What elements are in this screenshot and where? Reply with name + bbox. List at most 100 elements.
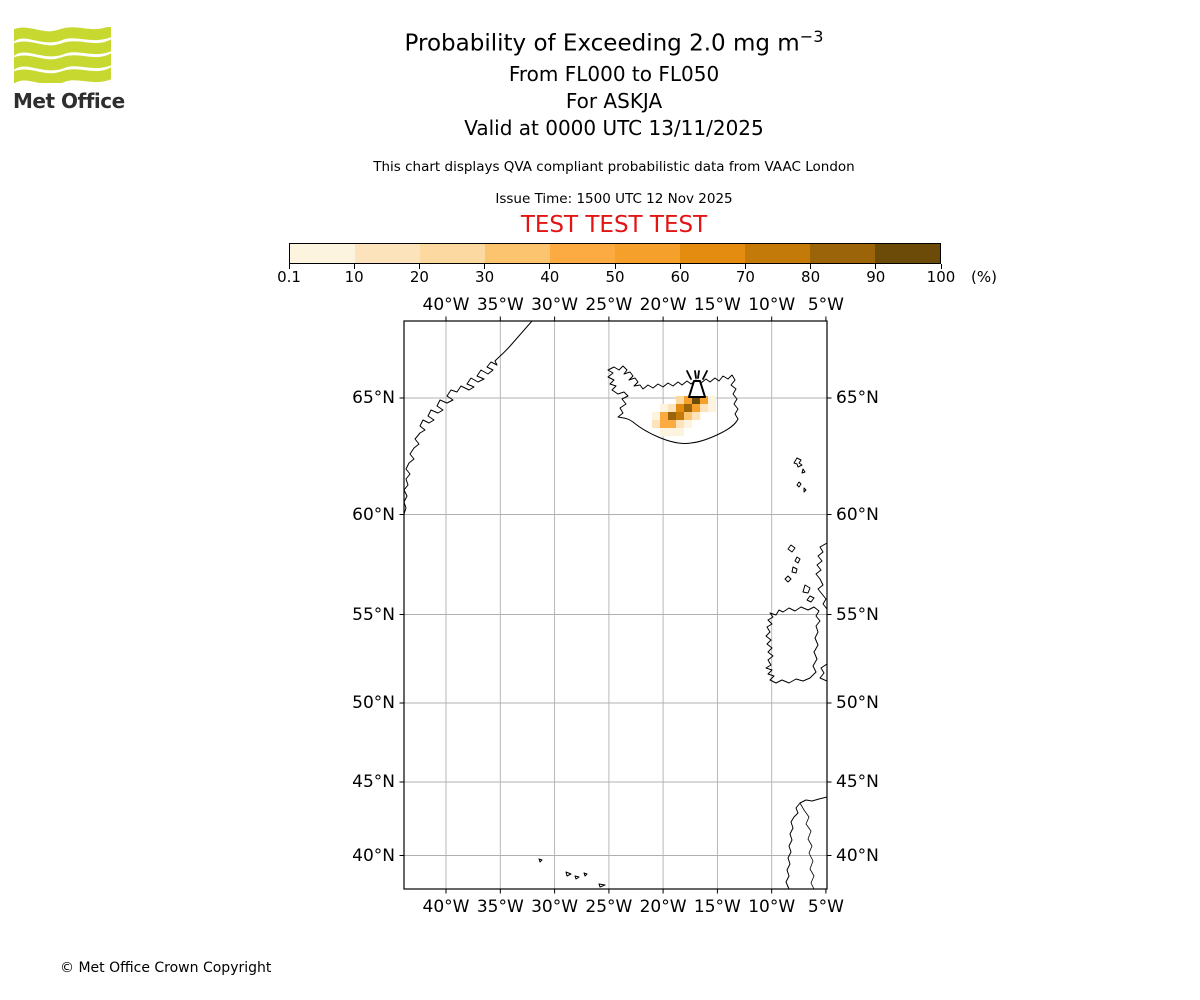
lon-label-top: 10°W bbox=[748, 295, 796, 315]
plume-cell bbox=[684, 420, 693, 429]
colorbar bbox=[289, 243, 941, 264]
lon-label-top: 15°W bbox=[693, 295, 741, 315]
colorbar-tick bbox=[549, 264, 551, 269]
coastlines bbox=[404, 321, 827, 889]
colorbar-segment bbox=[420, 244, 485, 263]
subtitle-valid-time: Valid at 0000 UTC 13/11/2025 bbox=[464, 116, 764, 140]
plume-cell bbox=[660, 428, 669, 437]
subtitle-flight-levels: From FL000 to FL050 bbox=[508, 62, 720, 86]
plume-cell bbox=[668, 412, 677, 421]
plume-cell bbox=[676, 404, 685, 413]
colorbar-segment bbox=[355, 244, 420, 263]
colorbar-tick bbox=[940, 264, 942, 269]
map-canvas bbox=[399, 316, 832, 894]
qva-description: This chart displays QVA compliant probab… bbox=[373, 159, 855, 175]
title-main: Probability of Exceeding 2.0 mg m bbox=[404, 30, 800, 57]
plume-cell bbox=[660, 412, 669, 421]
plume-cell bbox=[692, 412, 701, 421]
lat-label-left: 45°N bbox=[352, 772, 395, 792]
plume-cell bbox=[676, 396, 685, 405]
axis-ticks bbox=[399, 316, 832, 894]
plume-cell bbox=[684, 404, 693, 413]
map-background bbox=[404, 321, 827, 889]
title-exponent: −3 bbox=[799, 27, 824, 46]
map-border bbox=[403, 320, 828, 890]
volcano-marker-icon bbox=[686, 370, 708, 398]
plume-cell bbox=[660, 404, 669, 413]
plume-cell bbox=[676, 420, 685, 429]
colorbar-tick bbox=[744, 264, 746, 269]
lon-label-bottom: 10°W bbox=[748, 897, 796, 917]
colorbar-segment bbox=[745, 244, 810, 263]
lat-label-right: 60°N bbox=[836, 504, 879, 525]
plume-cell bbox=[700, 396, 709, 405]
colorbar-tick bbox=[679, 264, 681, 269]
lat-label-left: 55°N bbox=[352, 604, 395, 625]
lon-label-top: 25°W bbox=[585, 295, 633, 315]
page-title: Probability of Exceeding 2.0 mg m−3 bbox=[214, 27, 1014, 57]
plume-cell bbox=[668, 428, 677, 437]
plume-cell bbox=[692, 396, 701, 405]
colorbar-segment bbox=[485, 244, 550, 263]
lon-label-bottom: 40°W bbox=[422, 897, 470, 917]
copyright-notice: © Met Office Crown Copyright bbox=[60, 960, 272, 976]
plume-cell bbox=[684, 396, 693, 405]
plume-cell bbox=[660, 420, 669, 429]
plume-cell bbox=[668, 420, 677, 429]
lat-label-right: 55°N bbox=[836, 604, 879, 625]
plume-cell bbox=[708, 396, 717, 405]
lon-label-bottom: 15°W bbox=[693, 897, 741, 917]
lon-label-bottom: 5°W bbox=[807, 897, 844, 917]
colorbar-tick bbox=[484, 264, 486, 269]
colorbar-tick bbox=[418, 264, 420, 269]
coastline-iceland bbox=[607, 365, 739, 444]
colorbar-segment bbox=[550, 244, 615, 263]
lon-label-top: 40°W bbox=[422, 295, 470, 315]
colorbar-tick bbox=[875, 264, 877, 269]
lon-label-bottom: 25°W bbox=[585, 897, 633, 917]
colorbar-segment bbox=[875, 244, 940, 263]
border-portugal-spain bbox=[799, 802, 815, 889]
lat-label-right: 50°N bbox=[836, 693, 879, 713]
lon-label-bottom: 20°W bbox=[639, 897, 687, 917]
plume-cell bbox=[668, 404, 677, 413]
plume-cell bbox=[700, 404, 709, 413]
colorbar-segment bbox=[680, 244, 745, 263]
colorbar-segment bbox=[810, 244, 875, 263]
colorbar-tick bbox=[353, 264, 355, 269]
subtitle-block: From FL000 to FL050 For ASKJA Valid at 0… bbox=[214, 61, 1014, 142]
lon-label-bottom: 35°W bbox=[476, 897, 524, 917]
plume-cell bbox=[676, 412, 685, 421]
colorbar-tick-label: 10 bbox=[344, 268, 364, 286]
colorbar-tick-label: 60 bbox=[670, 268, 690, 286]
colorbar-tick-label: 30 bbox=[475, 268, 495, 286]
coastline-greenland bbox=[404, 321, 533, 515]
plume-cell bbox=[708, 404, 717, 413]
lon-label-top: 30°W bbox=[531, 295, 579, 315]
met-office-logo-text: Met Office bbox=[13, 89, 125, 113]
lat-label-right: 40°N bbox=[836, 845, 879, 866]
test-banner: TEST TEST TEST bbox=[520, 212, 708, 238]
lat-label-right: 45°N bbox=[836, 772, 879, 792]
met-office-logo-icon bbox=[14, 27, 111, 83]
coastline-ireland bbox=[765, 606, 821, 684]
coastline-faroe-islands bbox=[793, 457, 807, 493]
lon-label-top: 35°W bbox=[476, 295, 524, 315]
plume-cell bbox=[652, 412, 661, 421]
colorbar-tick-label: 90 bbox=[866, 268, 886, 286]
colorbar-tick-label: 80 bbox=[801, 268, 821, 286]
lat-label-left: 40°N bbox=[352, 845, 395, 866]
subtitle-volcano: For ASKJA bbox=[565, 89, 663, 113]
plume-cell bbox=[692, 404, 701, 413]
colorbar-unit: (%) bbox=[971, 268, 997, 286]
colorbar-segment bbox=[290, 244, 355, 263]
lat-label-right: 65°N bbox=[836, 388, 879, 408]
coastline-iberia bbox=[785, 796, 827, 889]
colorbar-tick bbox=[810, 264, 812, 269]
issue-time: Issue Time: 1500 UTC 12 Nov 2025 bbox=[495, 191, 733, 207]
graticule-grid bbox=[404, 321, 827, 889]
colorbar-segment bbox=[615, 244, 680, 263]
lon-label-top: 5°W bbox=[807, 295, 844, 315]
lon-label-bottom: 30°W bbox=[531, 897, 579, 917]
